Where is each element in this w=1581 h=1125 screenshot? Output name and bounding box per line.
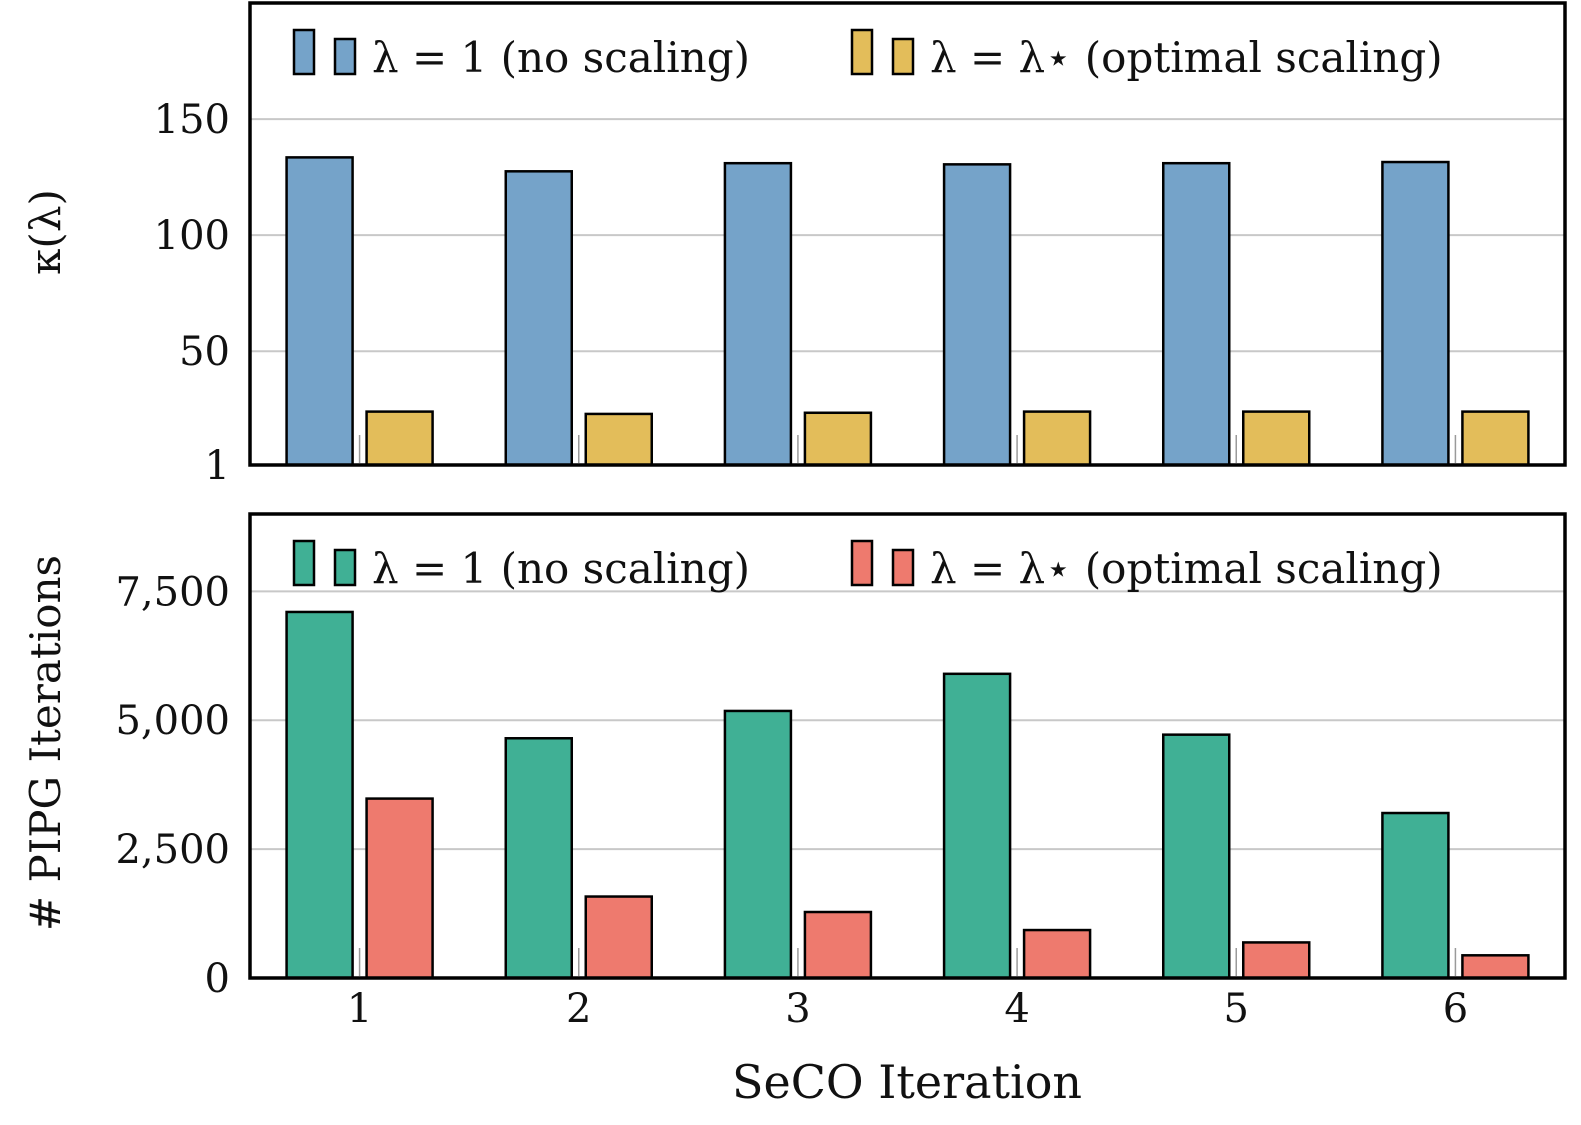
bar-bottom-optimal-scaling-1 [365, 797, 434, 980]
bar-bottom-no-scaling-2 [504, 737, 573, 980]
y-tick-label: 2,500 [115, 827, 230, 873]
legend-label: λ = 1 (no scaling) [372, 544, 750, 593]
legend-label: λ = 1 (no scaling) [372, 33, 750, 82]
bar-bottom-no-scaling-3 [723, 709, 793, 980]
bar-bottom-no-scaling-1 [285, 610, 354, 980]
y-tick-label: 150 [154, 97, 230, 143]
bar-top-optimal-scaling-1 [365, 410, 434, 467]
x-tick-label: 3 [785, 986, 810, 1032]
legend-swatch [333, 37, 357, 76]
legend-swatch [891, 548, 915, 587]
plot-frame [248, 512, 1567, 980]
bottom-panel-pipg-iterations: 0 2,500 5,000 7,500 # PIPG Iterations λ = 1 (… [21, 512, 1567, 1002]
legend-item-no-scaling: λ = 1 (no scaling) [292, 539, 750, 593]
bar-bottom-optimal-scaling-5 [1242, 941, 1311, 980]
bar-bottom-no-scaling-6 [1381, 811, 1450, 980]
y-tick-label: 1 [205, 443, 230, 489]
x-axis-label: SeCO Iteration [732, 1055, 1082, 1109]
bar-top-optimal-scaling-5 [1242, 410, 1311, 467]
legend-item-optimal-scaling: λ = λ⋆ (optimal scaling) [850, 28, 1443, 82]
legend-swatch [333, 548, 357, 587]
y-tick-label: 0 [205, 956, 230, 1002]
bar-top-no-scaling-3 [723, 161, 793, 467]
bar-bottom-no-scaling-5 [1162, 733, 1231, 980]
bar-bottom-optimal-scaling-4 [1022, 928, 1092, 980]
bar-top-no-scaling-4 [942, 163, 1012, 467]
y-axis-label: # PIPG Iterations [21, 555, 70, 931]
legend-label: λ = λ⋆ (optimal scaling) [930, 544, 1443, 593]
y-axis-label: κ(λ) [21, 189, 70, 275]
legend-swatch [850, 28, 874, 76]
bar-top-optimal-scaling-4 [1022, 410, 1092, 467]
y-tick-label: 5,000 [115, 698, 230, 744]
legend-label: λ = λ⋆ (optimal scaling) [930, 33, 1443, 82]
x-tick-label: 4 [1004, 986, 1029, 1032]
bar-top-optimal-scaling-6 [1461, 410, 1530, 467]
bar-bottom-optimal-scaling-3 [803, 910, 873, 980]
bar-bottom-optimal-scaling-2 [584, 895, 653, 980]
legend-swatch [891, 37, 915, 76]
bar-top-no-scaling-6 [1381, 160, 1450, 467]
legend-item-no-scaling: λ = 1 (no scaling) [292, 28, 750, 82]
legend-swatch [292, 539, 316, 587]
bar-top-optimal-scaling-2 [584, 412, 653, 467]
x-tick-label: 1 [347, 986, 372, 1032]
x-tick-label: 5 [1224, 986, 1249, 1032]
y-tick-label: 7,500 [115, 569, 230, 615]
x-tick-label: 6 [1443, 986, 1468, 1032]
y-tick-label: 50 [179, 329, 230, 375]
bar-top-no-scaling-5 [1162, 161, 1231, 467]
x-axis: 1 2 3 4 5 6 [347, 986, 1468, 1032]
plot-frame [248, 1, 1567, 467]
bar-bottom-optimal-scaling-6 [1461, 954, 1530, 980]
bar-top-optimal-scaling-3 [803, 411, 873, 467]
y-tick-label: 100 [154, 213, 230, 259]
bar-top-no-scaling-2 [504, 170, 573, 467]
legend-item-optimal-scaling: λ = λ⋆ (optimal scaling) [850, 539, 1443, 593]
bar-top-no-scaling-1 [285, 156, 354, 467]
legend-swatch [850, 539, 874, 587]
x-tick-label: 2 [566, 986, 591, 1032]
legend-swatch [292, 28, 316, 76]
bar-bottom-no-scaling-4 [942, 672, 1012, 980]
